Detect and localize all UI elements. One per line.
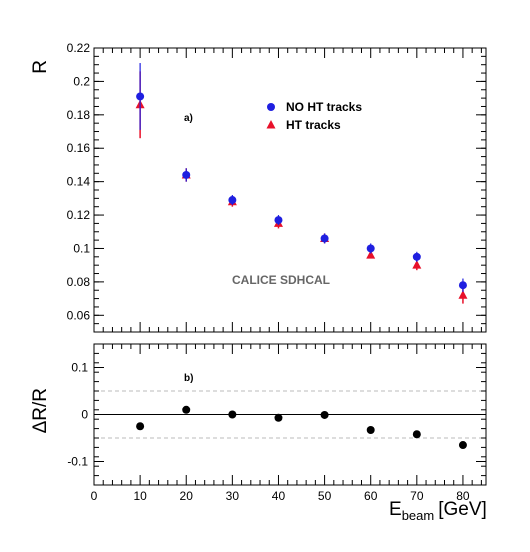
ht-point: [366, 250, 376, 259]
x-axis-title-main: E: [389, 499, 402, 520]
top-panel: 0.06 0.08 0.1 0.12 0.14 0.16 0.18 0.2 0.22 Ra) CAL…: [30, 41, 487, 333]
ratio-point: [320, 410, 329, 419]
experiment-label: CALICE SDHCAL: [232, 273, 330, 287]
bottom-panel: -0.1 0 0.1 0 10 20 30 40 50 60 70 80 b) ΔR/R Ebeam [GeV…: [30, 343, 487, 523]
x-axis-title-unit: [GeV]: [438, 499, 487, 520]
top-y-tick-label: 0.12: [67, 208, 91, 222]
ratio-point: [366, 426, 375, 435]
bottom-panel-tag: b): [184, 373, 193, 384]
no-ht-point: [182, 170, 191, 179]
x-tick-label: 40: [272, 489, 286, 503]
no-ht-point: [136, 92, 145, 101]
top-y-tick-label: 0.06: [67, 308, 91, 322]
ratio-point: [458, 441, 467, 450]
top-plot-frame: [93, 47, 487, 333]
legend: NO HT tracks HT tracks: [266, 100, 362, 132]
ratio-point: [136, 422, 145, 431]
top-y-tick-label: 0.2: [73, 74, 90, 88]
legend-marker-ht: [266, 120, 276, 129]
no-ht-point: [412, 252, 421, 261]
x-tick-label: 50: [318, 489, 332, 503]
top-panel-tag: a): [184, 113, 193, 124]
ratio-point: [412, 430, 421, 439]
top-y-tick-label: 0.08: [67, 275, 91, 289]
x-tick-label: 10: [133, 489, 147, 503]
ratio-point: [274, 413, 283, 422]
ratio-point: [228, 410, 237, 419]
top-y-tick-label: 0.18: [67, 108, 91, 122]
x-tick-label: 70: [410, 489, 424, 503]
ratio-point: [182, 405, 191, 414]
top-y-tick-label: 0.16: [67, 141, 91, 155]
top-y-tick-label: 0.22: [67, 41, 91, 55]
no-ht-point: [320, 234, 329, 243]
bottom-y-tick-label: -0.1: [67, 455, 88, 469]
top-y-axis-title: R: [30, 60, 51, 74]
bottom-y-axis-title: ΔR/R: [30, 388, 51, 433]
ht-point: [458, 290, 468, 299]
ht-point: [412, 260, 422, 269]
top-y-tick-label: 0.1: [73, 241, 90, 255]
no-ht-point: [274, 216, 283, 225]
top-y-tick-label: 0.14: [67, 175, 91, 189]
x-tick-label: 0: [91, 489, 98, 503]
x-tick-label: 30: [226, 489, 240, 503]
bottom-y-tick-label: 0: [81, 408, 88, 422]
no-ht-point: [366, 244, 375, 253]
x-axis-title: Ebeam [GeV]: [389, 499, 487, 523]
legend-marker-no-ht: [267, 103, 275, 111]
legend-label-no-ht: NO HT tracks: [286, 100, 362, 114]
x-axis-title-sub: beam: [402, 508, 435, 523]
legend-label-ht: HT tracks: [286, 118, 341, 132]
bottom-y-tick-label: 0.1: [71, 361, 88, 375]
x-tick-label: 60: [364, 489, 378, 503]
no-ht-point: [458, 281, 467, 290]
no-ht-point: [228, 196, 237, 205]
x-tick-label: 80: [456, 489, 470, 503]
x-tick-label: 20: [180, 489, 194, 503]
